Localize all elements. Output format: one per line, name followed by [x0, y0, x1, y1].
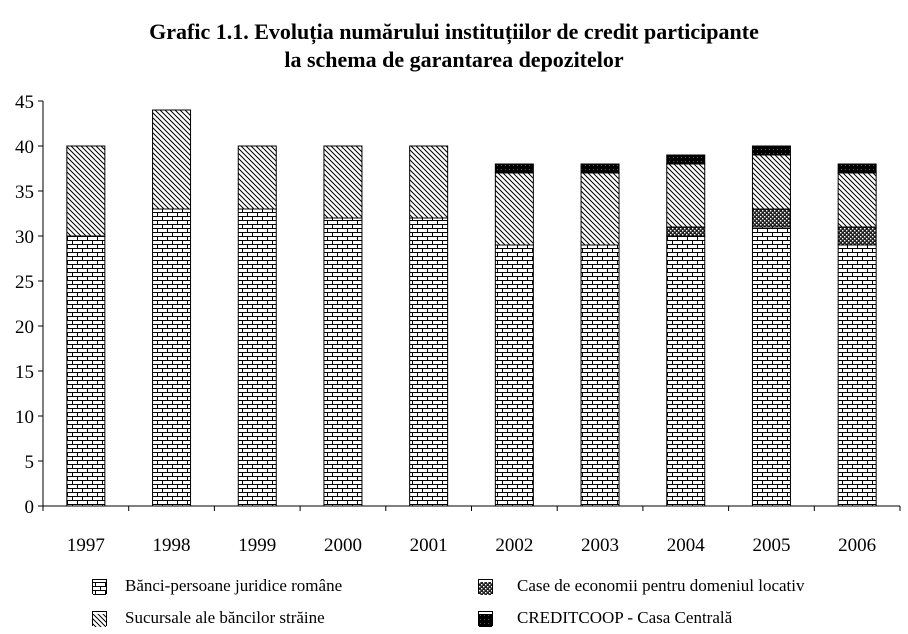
- bar-segment-solid-dark: [837, 163, 877, 174]
- bar-segment-diagonal: [580, 172, 620, 246]
- chart-title-line-2: la schema de garantarea depozitelor: [284, 47, 624, 72]
- bar-segment-diagonal: [66, 145, 106, 237]
- legend-swatch-sucursale: [92, 610, 107, 627]
- legend-label-banci: Bănci-persoane juridice române: [125, 576, 343, 595]
- y-tick-label: 35: [15, 182, 34, 203]
- x-tick-label: 2004: [667, 535, 706, 556]
- legend-item-case: Case de economii pentru domeniul locativ: [478, 576, 805, 596]
- bar-segment-brick: [494, 244, 534, 507]
- x-tick-label: 1997: [67, 535, 105, 556]
- legend-swatch-case: [478, 578, 493, 595]
- bar-segment-solid-dark: [751, 145, 791, 156]
- y-tick-label: 45: [15, 92, 34, 113]
- y-tick-label: 15: [15, 362, 34, 383]
- bar-segment-brick: [323, 217, 363, 507]
- x-tick-label: 2002: [495, 535, 533, 556]
- bar-segment-diagonal: [409, 145, 449, 219]
- axis-labels: 0 5 10 15 20 25 30 35 40 45 1997 1998 1999 2000 2001 20…: [15, 92, 876, 556]
- y-tick-label: 10: [15, 407, 34, 428]
- y-tick-label: 40: [15, 137, 34, 158]
- bar-segment-diagonal: [666, 163, 706, 228]
- y-tick-label: 5: [25, 452, 35, 473]
- solid-dark-pattern-icon: [479, 613, 492, 627]
- bar-segment-diagonal: [837, 172, 877, 228]
- bar-segment-brick: [751, 226, 791, 507]
- bar-segment-brick: [152, 208, 192, 507]
- legend-item-sucursale: Sucursale ale băncilor străine: [92, 608, 325, 628]
- y-tick-label: 30: [15, 227, 34, 248]
- chart-title: Grafic 1.1. Evoluția numărului instituți…: [0, 18, 908, 74]
- legend-item-banci: Bănci-persoane juridice române: [92, 576, 342, 596]
- bar-segment-dense-dots: [751, 208, 791, 228]
- bar-segment-diagonal: [751, 154, 791, 210]
- bar-segment-solid-dark: [494, 163, 534, 174]
- dense-dots-pattern-icon: [479, 581, 492, 595]
- legend-label-creditcoop: CREDITCOOP - Casa Centrală: [517, 608, 733, 627]
- diagonal-pattern-icon: [93, 613, 106, 627]
- bar-segment-dense-dots: [837, 226, 877, 246]
- legend-label-case: Case de economii pentru domeniul locativ: [517, 576, 805, 595]
- x-tick-label: 2003: [581, 535, 619, 556]
- legend-item-creditcoop: CREDITCOOP - Casa Centrală: [478, 608, 732, 628]
- bar-segment-diagonal: [323, 145, 363, 219]
- bar-segment-brick: [237, 208, 277, 507]
- brick-pattern-icon: [93, 581, 106, 595]
- bar-segment-brick: [666, 235, 706, 507]
- bar-segment-diagonal: [237, 145, 277, 210]
- bar-segment-diagonal: [152, 109, 192, 210]
- x-tick-label: 2006: [838, 535, 876, 556]
- bar-segment-solid-dark: [580, 163, 620, 174]
- y-tick-label: 25: [15, 272, 34, 293]
- chart-title-line-1: Grafic 1.1. Evoluția numărului instituți…: [149, 19, 759, 44]
- bar-segment-brick: [409, 217, 449, 507]
- legend-swatch-creditcoop: [478, 610, 493, 627]
- x-tick-label: 1999: [238, 535, 276, 556]
- bar-segment-diagonal: [494, 172, 534, 246]
- legend-swatch-banci: [92, 578, 107, 595]
- x-tick-label: 2005: [752, 535, 790, 556]
- bar-segment-brick: [66, 235, 106, 507]
- y-tick-label: 0: [25, 497, 35, 518]
- legend-label-sucursale: Sucursale ale băncilor străine: [125, 608, 325, 627]
- bar-segment-dense-dots: [666, 226, 706, 237]
- x-tick-label: 2000: [324, 535, 362, 556]
- bar-segment-solid-dark: [666, 154, 706, 165]
- x-tick-label: 1998: [153, 535, 191, 556]
- bars: [66, 109, 877, 507]
- bar-segment-brick: [837, 244, 877, 507]
- x-tick-label: 2001: [410, 535, 448, 556]
- bar-segment-brick: [580, 244, 620, 507]
- y-tick-label: 20: [15, 317, 34, 338]
